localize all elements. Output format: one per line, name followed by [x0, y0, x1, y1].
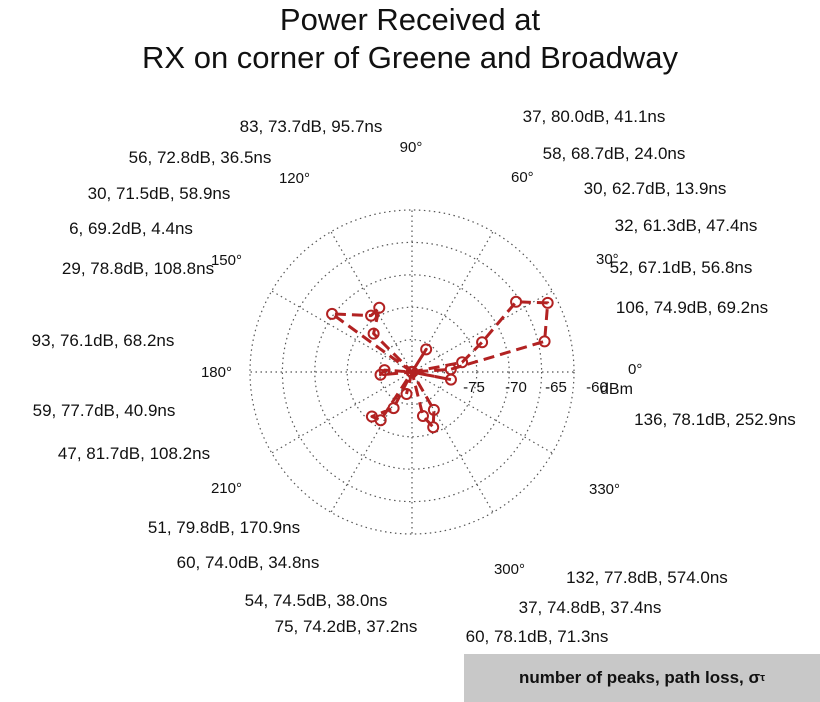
data-point-12: [365, 309, 378, 322]
peak-annotation: 75, 74.2dB, 37.2ns: [275, 617, 418, 636]
peak-annotation: 32, 61.3dB, 47.4ns: [615, 216, 758, 235]
peak-annotation: 60, 74.0dB, 34.8ns: [177, 553, 320, 572]
data-point-8: [420, 343, 433, 356]
data-point-27: [406, 366, 418, 378]
chart-title-line-1: Power Received at: [279, 2, 541, 37]
angle-tick-180: 180°: [201, 364, 232, 381]
grid-ring-1: [346, 306, 478, 438]
data-point-1: [456, 356, 469, 369]
angle-tick-210: 210°: [211, 480, 242, 497]
peak-annotation: 56, 72.8dB, 36.5ns: [129, 148, 272, 167]
radial-tick-3: -60: [586, 379, 608, 396]
data-point-24: [427, 403, 440, 416]
radial-tick-0: -75: [463, 379, 485, 396]
unit-label: dBm: [600, 381, 633, 398]
peak-annotation: 37, 80.0dB, 41.1ns: [523, 107, 666, 126]
peak-annotation: 132, 77.8dB, 574.0ns: [566, 568, 728, 587]
data-point-26: [444, 373, 457, 386]
peak-annotation: 30, 71.5dB, 58.9ns: [88, 184, 231, 203]
chart-title-line-2: RX on corner of Greene and Broadway: [142, 40, 678, 75]
peak-annotation: 37, 74.8dB, 37.4ns: [519, 598, 662, 617]
peak-annotation: 47, 81.7dB, 108.2ns: [58, 444, 210, 463]
legend-subscript: τ: [760, 672, 766, 684]
peak-annotation: 6, 69.2dB, 4.4ns: [69, 219, 193, 238]
grid-spoke-210: [271, 371, 413, 454]
grid-spoke-240: [330, 371, 413, 513]
data-point-2: [476, 336, 489, 349]
peak-annotation: 29, 78.8dB, 108.8ns: [62, 259, 214, 278]
tick-labels: 0° 30° 60° 90° 120° 150° 180° 210° 300° 330° -75 -7…: [201, 139, 642, 578]
data-point-5: [538, 335, 551, 348]
angle-tick-0: 0°: [628, 361, 642, 378]
annotation-layer: 37, 80.0dB, 41.1ns 58, 68.7dB, 24.0ns 30, …: [32, 107, 796, 646]
series-layer: [326, 295, 554, 434]
peak-annotation: 106, 74.9dB, 69.2ns: [616, 298, 768, 317]
angle-tick-30: 30°: [596, 251, 619, 268]
data-point-3: [510, 295, 523, 308]
polar-grid: [249, 209, 575, 535]
data-point-22: [416, 410, 429, 423]
grid-spoke-150: [271, 290, 413, 373]
series-line-0: [330, 300, 550, 429]
data-point-11: [373, 301, 386, 314]
peak-annotation: 136, 78.1dB, 252.9ns: [634, 410, 796, 429]
angle-tick-90: 90°: [400, 139, 423, 156]
grid-spoke-60: [411, 231, 494, 373]
angle-tick-330: 330°: [589, 481, 620, 498]
data-point-23: [427, 421, 440, 434]
grid-ring-2: [314, 274, 510, 470]
grid-spoke-330: [411, 371, 553, 454]
radial-tick-1: -70: [505, 379, 527, 396]
data-point-13: [326, 307, 339, 320]
peak-annotation: 93, 76.1dB, 68.2ns: [32, 331, 175, 350]
peak-annotation: 52, 67.1dB, 56.8ns: [610, 258, 753, 277]
angle-tick-300: 300°: [494, 561, 525, 578]
data-point-10: [367, 327, 380, 340]
peak-annotation: 51, 79.8dB, 170.9ns: [148, 518, 300, 537]
peak-annotation: 83, 73.7dB, 95.7ns: [240, 117, 383, 136]
data-point-16: [374, 368, 387, 381]
grid-spoke-30: [411, 290, 553, 373]
angle-tick-60: 60°: [511, 169, 534, 186]
peak-annotation: 60, 78.1dB, 71.3ns: [466, 627, 609, 646]
data-point-28: [400, 388, 413, 401]
data-point-18: [387, 402, 400, 415]
grid-ring-3: [281, 241, 543, 503]
grid-ring-0: [379, 339, 446, 406]
peak-annotation: 54, 74.5dB, 38.0ns: [245, 591, 388, 610]
peak-annotation: 30, 62.7dB, 13.9ns: [584, 179, 727, 198]
angle-tick-150: 150°: [211, 252, 242, 269]
angle-tick-120: 120°: [279, 170, 310, 187]
grid-spoke-120: [330, 231, 413, 373]
peak-annotation: 58, 68.7dB, 24.0ns: [543, 144, 686, 163]
grid-ring-4: [249, 209, 575, 535]
data-point-4: [541, 296, 554, 309]
peak-annotation: 59, 77.7dB, 40.9ns: [33, 401, 176, 420]
legend-text: number of peaks, path loss, σ: [518, 668, 761, 687]
radial-tick-2: -65: [545, 379, 567, 396]
grid-spoke-300: [411, 371, 494, 513]
data-point-20: [374, 414, 387, 427]
